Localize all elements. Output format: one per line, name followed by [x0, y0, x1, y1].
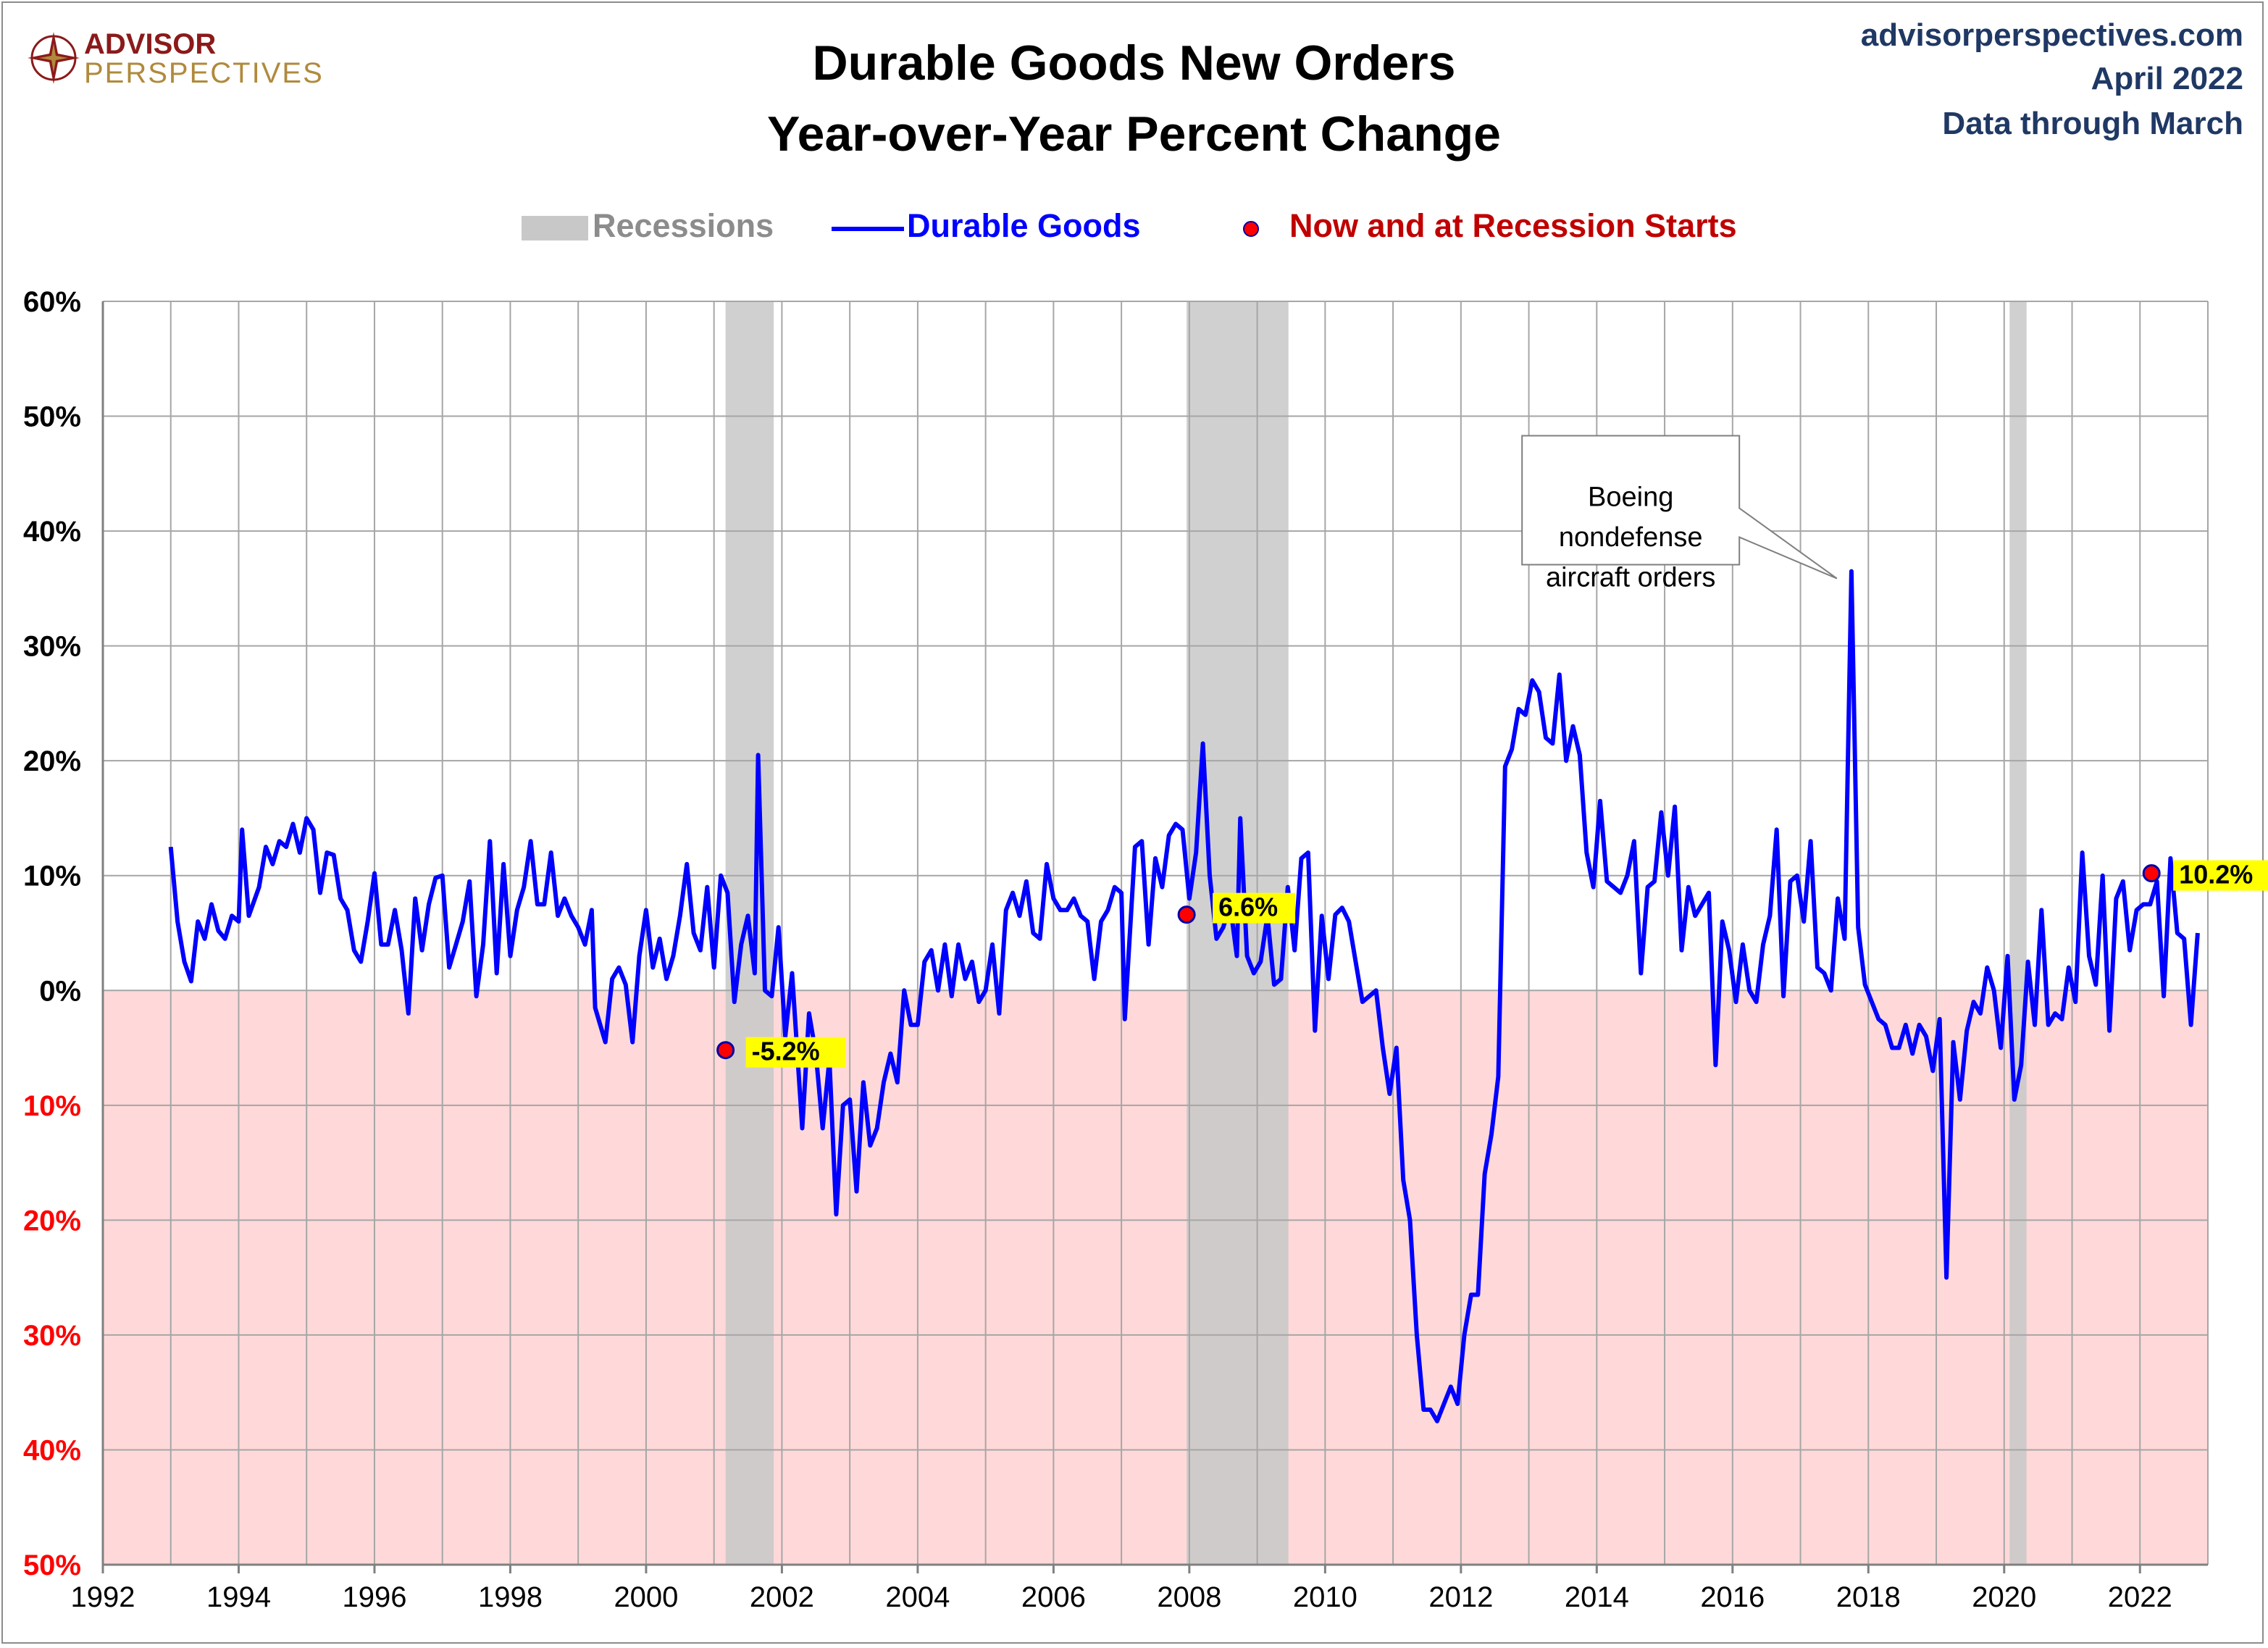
marker-label: 6.6%: [1218, 892, 1278, 922]
annotation-layer: Boeing nondefense aircraft orders: [1521, 435, 1838, 593]
y-tick-label: 50%: [23, 1549, 81, 1581]
x-tick-label: 1992: [71, 1581, 135, 1613]
marker-label-background: [1213, 892, 1296, 924]
logo-word-advisor: ADVISOR: [84, 29, 216, 60]
annotation-text: Boeing: [1588, 482, 1673, 513]
legend-swatch-line: [832, 227, 904, 231]
x-tick-label: 2008: [1157, 1581, 1221, 1613]
x-tick-label: 2014: [1565, 1581, 1629, 1613]
y-tick-label: 10%: [23, 861, 81, 892]
x-tick-label: 2006: [1021, 1581, 1086, 1613]
x-tick-label: 2012: [1428, 1581, 1493, 1613]
marker-layer: -5.2% 6.6% 10.2%: [716, 860, 2268, 1068]
x-tick-label: 1998: [478, 1581, 543, 1613]
axes: 60%50%40%30%20%10%0%10%20%30%40%50%1992 1…: [23, 286, 2208, 1613]
marker-label-background: [2173, 860, 2268, 891]
x-tick-label: 2022: [2108, 1581, 2172, 1613]
marker-label: -5.2%: [752, 1037, 820, 1066]
annotation-callout-box: [1521, 435, 1838, 580]
y-tick-label: 40%: [23, 516, 81, 548]
y-tick-label: 60%: [23, 286, 81, 318]
y-tick-label: 10%: [23, 1090, 81, 1122]
legend-marker-dot: [1243, 221, 1259, 237]
x-tick-label: 2020: [1972, 1581, 2036, 1613]
y-tick-label: 30%: [23, 631, 81, 663]
negative-zone-fill: [103, 990, 2208, 1565]
x-tick-label: 2000: [614, 1581, 678, 1613]
chart-title-line2: Year-over-Year Percent Change: [767, 106, 1501, 162]
legend-swatch-recessions: [522, 216, 588, 240]
recession-bands: [725, 301, 2027, 1565]
x-tick-label: 2004: [885, 1581, 950, 1613]
y-tick-label: 0%: [39, 975, 81, 1007]
y-tick-label: 20%: [23, 1205, 81, 1237]
x-tick-label: 2010: [1293, 1581, 1357, 1613]
marker-label-background: [745, 1037, 846, 1068]
series-line-durable-goods: [168, 569, 2200, 1423]
annotation-text: aircraft orders: [1546, 563, 1715, 593]
recession-start-marker: [1177, 905, 1196, 924]
y-tick-label: 30%: [23, 1320, 81, 1352]
source-site: advisorperspectives.com: [1860, 17, 2243, 53]
x-tick-label: 1996: [342, 1581, 406, 1613]
marker-label: 10.2%: [2179, 860, 2253, 890]
y-tick-label: 20%: [23, 745, 81, 777]
data-through-note: Data through March: [1942, 106, 2243, 141]
advisor-perspectives-logo: ADVISOR PERSPECTIVES: [28, 29, 324, 87]
recession-start-marker: [2142, 864, 2161, 883]
legend-label-durable-goods: Durable Goods: [907, 207, 1141, 244]
series-layer: [168, 569, 2200, 1423]
y-tick-label: 40%: [23, 1434, 81, 1466]
legend-label-markers: Now and at Recession Starts: [1289, 207, 1737, 244]
x-tick-label: 2016: [1700, 1581, 1765, 1613]
annotation-text: nondefense: [1559, 522, 1703, 553]
recession-band: [2009, 301, 2027, 1565]
compass-rose-icon: [28, 32, 80, 84]
recession-start-marker: [716, 1041, 735, 1060]
negative-zone: [103, 990, 2208, 1565]
chart-title-line1: Durable Goods New Orders: [812, 35, 1456, 91]
x-tick-label: 2002: [750, 1581, 814, 1613]
publish-date: April 2022: [2091, 61, 2243, 96]
chart-legend: Recessions Durable Goods Now and at Rece…: [0, 207, 2268, 251]
logo-word-perspectives: PERSPECTIVES: [84, 57, 324, 87]
x-tick-label: 2018: [1836, 1581, 1901, 1613]
legend-label-recessions: Recessions: [593, 207, 774, 244]
y-tick-label: 50%: [23, 401, 81, 433]
x-tick-label: 1994: [206, 1581, 271, 1613]
